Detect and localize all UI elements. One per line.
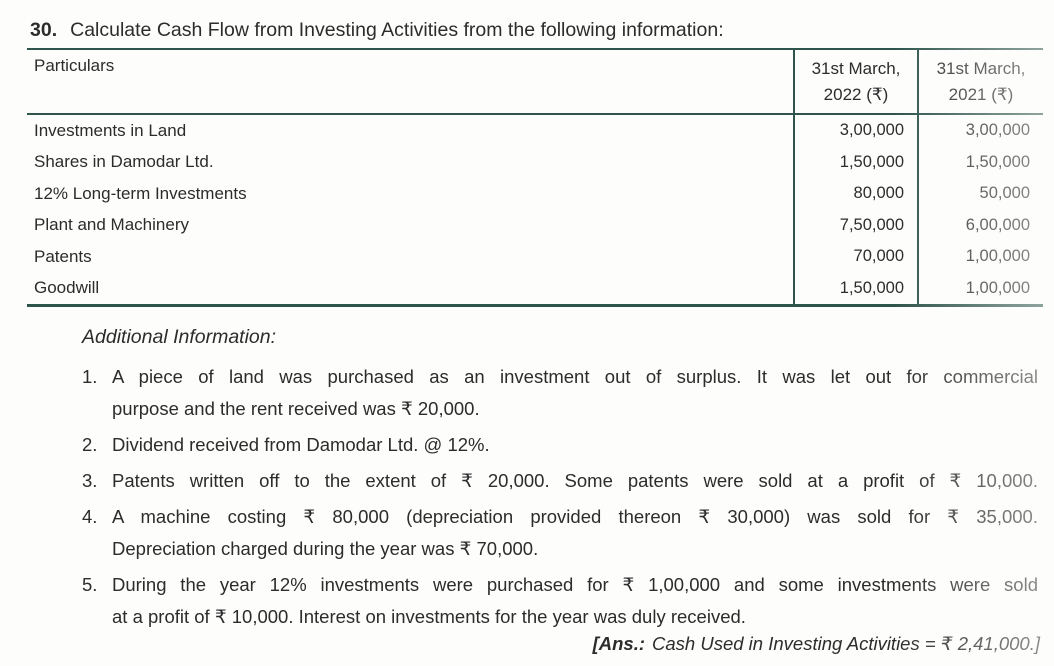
list-item: 3. Patents written off to the extent of …: [82, 465, 1038, 497]
list-item-number: 3.: [82, 470, 98, 491]
row-amount-2022: 70,000: [793, 241, 917, 273]
question-number: 30.: [30, 19, 58, 41]
additional-information-section: Additional Information: 1. A piece of la…: [82, 326, 1038, 637]
table-row: Investments in Land 3,00,000 3,00,000: [27, 115, 1043, 147]
row-amount-2021: 6,00,000: [917, 209, 1043, 241]
row-amount-2021: 3,00,000: [917, 115, 1043, 147]
row-amount-2022: 80,000: [793, 178, 917, 210]
list-item-line: Depreciation charged during the year was…: [112, 538, 539, 559]
table-row: Goodwill 1,50,000 1,00,000: [27, 272, 1043, 304]
list-item-number: 4.: [82, 506, 98, 527]
column-header-march-2022-line2: 2022 (₹): [823, 84, 889, 104]
list-item-text: A piece of land was purchased as an inve…: [112, 361, 1038, 425]
list-item-line: Patents written off to the extent of ₹ 2…: [112, 470, 1038, 491]
list-item: 5. During the year 12% investments were …: [82, 569, 1038, 633]
row-particulars: Goodwill: [34, 278, 100, 298]
answer-line: [Ans.: Cash Used in Investing Activities …: [593, 631, 1040, 657]
column-header-march-2021: 31st March, 2021 (₹): [917, 50, 1043, 113]
table-row: Shares in Damodar Ltd. 1,50,000 1,50,000: [27, 146, 1043, 178]
column-header-march-2021-line2: 2021 (₹): [948, 84, 1014, 104]
answer-text: Cash Used in Investing Activities = ₹ 2,…: [652, 633, 1040, 654]
list-item-line: at a profit of ₹ 10,000. Interest on inv…: [112, 606, 746, 627]
list-item-text: Dividend received from Damodar Ltd. @ 12…: [112, 429, 1038, 461]
row-amount-2021: 50,000: [917, 178, 1043, 210]
additional-information-heading: Additional Information:: [82, 326, 277, 348]
list-item-number: 5.: [82, 574, 98, 595]
table-header-row: Particulars 31st March, 2022 (₹) 31st Ma…: [27, 50, 1043, 115]
list-item-line: purpose and the rent received was ₹ 20,0…: [112, 398, 480, 419]
list-item-line: During the year 12% investments were pur…: [112, 574, 1038, 595]
row-particulars: Plant and Machinery: [34, 215, 189, 235]
list-item-number: 1.: [82, 366, 98, 387]
list-item: 1. A piece of land was purchased as an i…: [82, 361, 1038, 425]
row-amount-2022: 3,00,000: [793, 115, 917, 147]
row-amount-2022: 1,50,000: [793, 272, 917, 304]
table-row: Plant and Machinery 7,50,000 6,00,000: [27, 209, 1043, 241]
column-header-particulars: Particulars: [34, 56, 115, 75]
list-item-line: Dividend received from Damodar Ltd. @ 12…: [112, 434, 490, 455]
row-amount-2021: 1,50,000: [917, 146, 1043, 178]
row-particulars: 12% Long-term Investments: [34, 183, 247, 203]
column-header-march-2021-line1: 31st March,: [936, 58, 1026, 78]
row-particulars: Investments in Land: [34, 120, 187, 140]
row-particulars: Patents: [34, 246, 92, 266]
column-header-march-2022-line1: 31st March,: [811, 58, 901, 78]
row-amount-2022: 7,50,000: [793, 209, 917, 241]
question-text: Calculate Cash Flow from Investing Activ…: [70, 19, 724, 41]
column-header-march-2022: 31st March, 2022 (₹): [793, 50, 917, 113]
table-row: 12% Long-term Investments 80,000 50,000: [27, 178, 1043, 210]
question-title: 30. Calculate Cash Flow from Investing Ac…: [30, 17, 1038, 43]
row-amount-2021: 1,00,000: [917, 272, 1043, 304]
table-row: Patents 70,000 1,00,000: [27, 241, 1043, 273]
list-item: 2. Dividend received from Damodar Ltd. @…: [82, 429, 1038, 461]
row-amount-2021: 1,00,000: [917, 241, 1043, 273]
answer-prefix: [Ans.:: [592, 633, 646, 654]
row-particulars: Shares in Damodar Ltd.: [34, 152, 214, 172]
list-item-text: During the year 12% investments were pur…: [112, 569, 1038, 633]
list-item-line: A piece of land was purchased as an inve…: [112, 366, 1038, 387]
list-item-text: A machine costing ₹ 80,000 (depreciation…: [112, 501, 1038, 565]
list-item-text: Patents written off to the extent of ₹ 2…: [112, 465, 1038, 497]
list-item-line: A machine costing ₹ 80,000 (depreciation…: [112, 506, 1038, 527]
list-item-number: 2.: [82, 434, 98, 455]
row-amount-2022: 1,50,000: [793, 146, 917, 178]
list-item: 4. A machine costing ₹ 80,000 (depreciat…: [82, 501, 1038, 565]
balances-table: Particulars 31st March, 2022 (₹) 31st Ma…: [27, 48, 1043, 307]
